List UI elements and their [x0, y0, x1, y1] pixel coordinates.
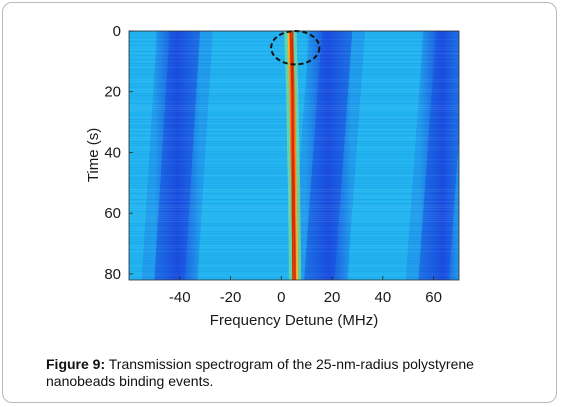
y-tick-label: 40: [104, 144, 121, 161]
resonance-peak-line: [289, 31, 296, 280]
dark-band-1: [154, 31, 201, 280]
dark-band-halo-3: [405, 31, 459, 280]
y-axis-ticks: 0 20 40 60 80: [104, 23, 133, 283]
dark-band-3: [418, 31, 459, 280]
dark-interference-bands: [141, 31, 459, 280]
x-tick-label: -40: [169, 289, 191, 306]
y-axis-label: Time (s): [85, 128, 102, 182]
heatmap-plot-area: [129, 31, 459, 280]
x-axis-label: Frequency Detune (MHz): [210, 312, 378, 329]
dark-band-halo-2: [291, 31, 366, 280]
resonance-peak-trace: [284, 31, 302, 280]
figure-caption-label: Figure 9:: [46, 356, 106, 372]
y-tick-label: 60: [104, 205, 121, 222]
plot-border: [128, 30, 460, 281]
x-tick-label: 60: [425, 289, 442, 306]
x-tick-label: -20: [220, 289, 242, 306]
x-tick-label: 20: [324, 289, 341, 306]
x-axis-ticks: -40 -20 0 20 40 60: [169, 276, 442, 306]
x-tick-label: 40: [375, 289, 392, 306]
dark-band-halo-1: [141, 31, 213, 280]
y-tick-label: 80: [104, 266, 121, 283]
figure-caption-text: Transmission spectrogram of the 25-nm-ra…: [46, 356, 474, 389]
spectrogram-chart: -40 -20 0 20 40 60 0 20 40 60 80 Frequency Detune…: [85, 23, 460, 329]
y-tick-label: 0: [113, 23, 121, 40]
dark-band-2: [304, 31, 353, 280]
x-tick-label: 0: [277, 289, 285, 306]
y-tick-label: 20: [104, 84, 121, 101]
figure-caption: Figure 9: Transmission spectrogram of th…: [46, 356, 536, 390]
